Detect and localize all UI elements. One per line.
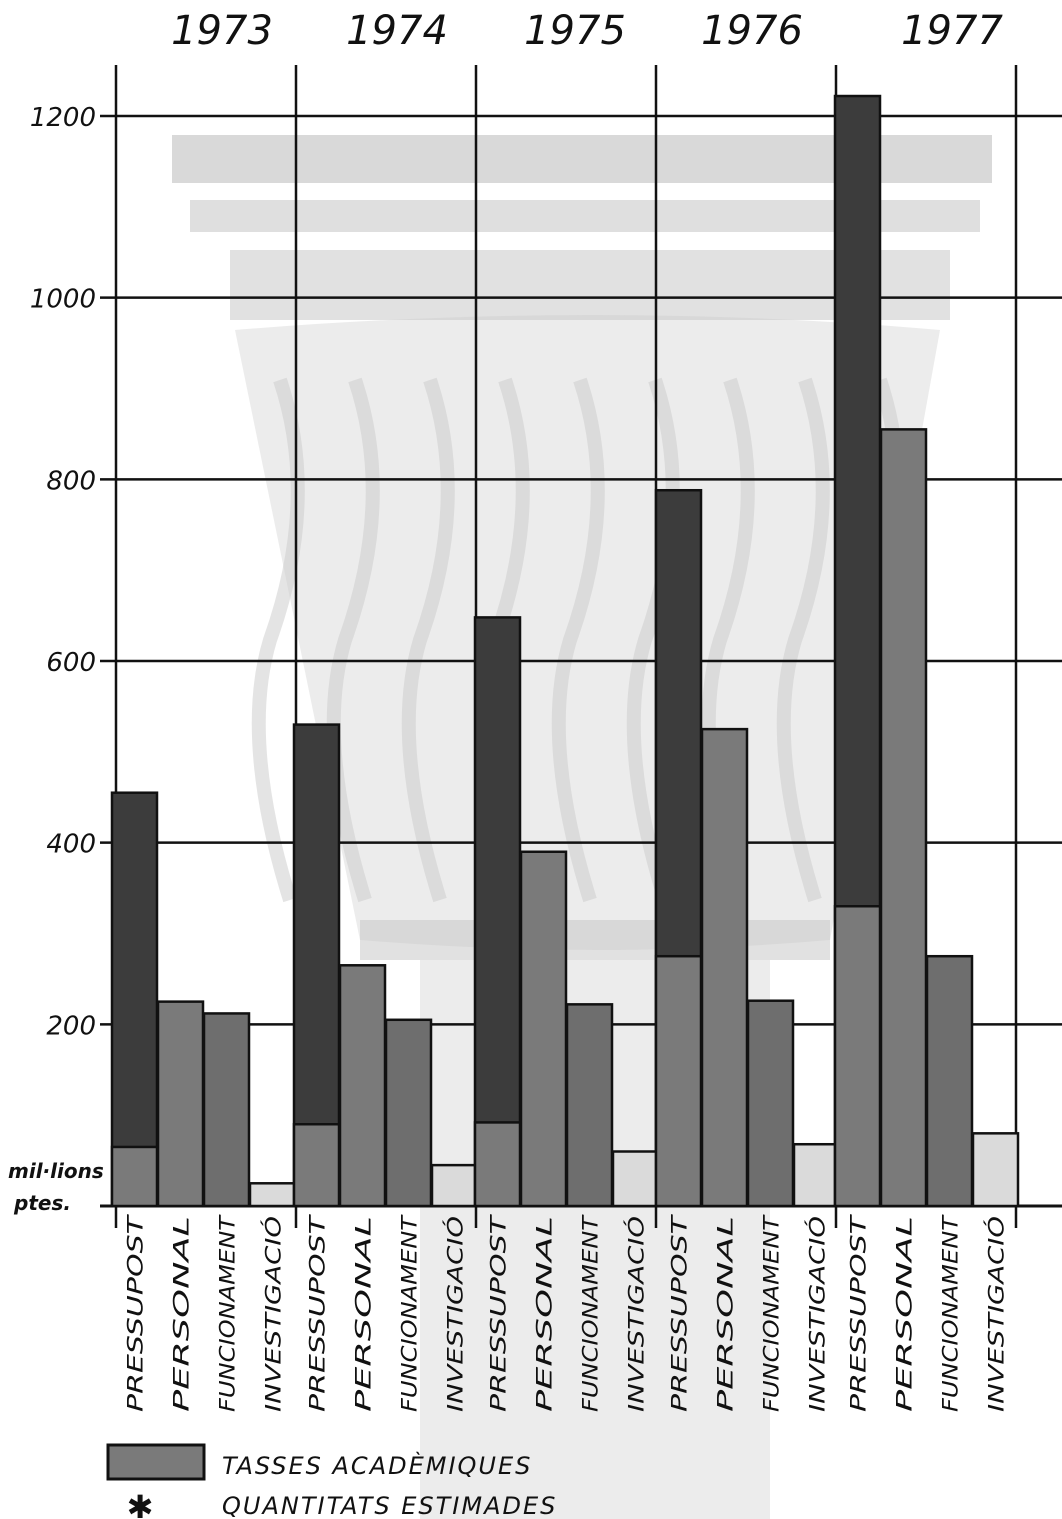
year-label-1977: 1977 bbox=[901, 8, 1003, 54]
category-label-personal-1977: PERSONAL bbox=[893, 1216, 917, 1412]
bar-segment-tasses-1977 bbox=[833, 905, 882, 1208]
category-label-funcionament-1975: FUNCIONAMENT bbox=[579, 1214, 603, 1412]
legend-swatch-tasses bbox=[106, 1443, 206, 1481]
y-tick-labels: 200 400 600 800 1000 1200 bbox=[30, 103, 96, 1041]
y-tick-label-200: 200 bbox=[46, 1011, 96, 1041]
category-label-pressupost-1974: PRESSUPOST bbox=[306, 1213, 330, 1412]
bar-personal-1976 bbox=[700, 727, 749, 1208]
bar-personal-1975 bbox=[519, 850, 568, 1208]
bar-segment-tasses-1975 bbox=[473, 1121, 522, 1208]
bar-segment-tasses-1973 bbox=[110, 1145, 159, 1208]
bar-investigaci-1976 bbox=[792, 1142, 841, 1208]
bar-investigaci-1973 bbox=[248, 1182, 297, 1208]
category-label-personal-1976: PERSONAL bbox=[714, 1216, 738, 1412]
category-label-funcionament-1976: FUNCIONAMENT bbox=[760, 1214, 784, 1412]
category-label-personal-1973: PERSONAL bbox=[170, 1216, 194, 1412]
watermark-leaf-stroke bbox=[401, 377, 455, 903]
legend-label-tasses: TASSES ACADÈMIQUES bbox=[222, 1451, 532, 1480]
category-label-investigaci-1976: INVESTIGACIÓ bbox=[805, 1216, 830, 1412]
y-tick-label-400: 400 bbox=[46, 830, 96, 860]
watermark-abacus-lower bbox=[230, 250, 950, 320]
watermark-leaf-stroke bbox=[326, 377, 380, 903]
category-label-investigaci-1973: INVESTIGACIÓ bbox=[261, 1216, 286, 1412]
category-label-funcionament-1973: FUNCIONAMENT bbox=[216, 1214, 240, 1412]
chart-legend: TASSES ACADÈMIQUES ✱ QUANTITATS ESTIMADES bbox=[106, 1443, 557, 1519]
bar-segment-tasses-1974 bbox=[292, 1123, 341, 1208]
year-label-1976: 1976 bbox=[701, 8, 803, 54]
bar-investigaci-1977 bbox=[971, 1132, 1020, 1208]
category-label-pressupost-1975: PRESSUPOST bbox=[487, 1213, 511, 1412]
year-label-1975: 1975 bbox=[524, 8, 626, 54]
bar-segment-tasses-1976 bbox=[654, 954, 703, 1208]
year-label-1973: 1973 bbox=[171, 8, 273, 54]
y-tick-label-800: 800 bbox=[46, 466, 96, 496]
category-label-pressupost-1973: PRESSUPOST bbox=[124, 1213, 148, 1412]
bar-funcionament-1977 bbox=[925, 954, 974, 1208]
category-label-investigaci-1977: INVESTIGACIÓ bbox=[984, 1216, 1009, 1412]
year-labels: 1973 1974 1975 1976 1977 bbox=[171, 8, 1003, 54]
watermark-astragal bbox=[360, 920, 830, 960]
bar-personal-1973 bbox=[156, 1000, 205, 1208]
chart-bars bbox=[110, 94, 1020, 1208]
category-label-investigaci-1974: INVESTIGACIÓ bbox=[443, 1216, 468, 1412]
bar-pressupost-1973 bbox=[110, 791, 159, 1208]
legend-asterisk-icon: ✱ bbox=[127, 1488, 154, 1519]
category-label-personal-1974: PERSONAL bbox=[352, 1216, 376, 1412]
watermark-leaf-stroke bbox=[551, 377, 605, 903]
bar-funcionament-1976 bbox=[746, 999, 795, 1208]
category-label-pressupost-1977: PRESSUPOST bbox=[847, 1213, 871, 1412]
category-labels: PRESSUPOST PERSONAL FUNCIONAMENT INVESTIGAC… bbox=[124, 1213, 1009, 1412]
category-label-investigaci-1975: INVESTIGACIÓ bbox=[624, 1216, 649, 1412]
y-tick-label-600: 600 bbox=[46, 648, 96, 678]
bar-pressupost-1975 bbox=[473, 616, 522, 1208]
y-axis-unit-label-line1: mil·lions bbox=[8, 1159, 104, 1183]
bar-funcionament-1973 bbox=[202, 1012, 251, 1208]
watermark-leaf-stroke bbox=[776, 377, 830, 903]
bar-investigaci-1974 bbox=[430, 1163, 479, 1208]
category-label-personal-1975: PERSONAL bbox=[533, 1216, 557, 1412]
legend-label-estimades: QUANTITATS ESTIMADES bbox=[222, 1492, 557, 1519]
y-tick-label-1200: 1200 bbox=[30, 103, 96, 133]
bar-personal-1974 bbox=[338, 964, 387, 1208]
bar-funcionament-1975 bbox=[565, 1003, 614, 1208]
category-label-funcionament-1977: FUNCIONAMENT bbox=[939, 1214, 963, 1412]
watermark-leaf-stroke bbox=[626, 377, 680, 903]
bar-funcionament-1974 bbox=[384, 1018, 433, 1208]
bar-personal-1977 bbox=[879, 428, 928, 1208]
year-label-1974: 1974 bbox=[346, 8, 448, 54]
category-label-funcionament-1974: FUNCIONAMENT bbox=[398, 1214, 422, 1412]
y-tick-label-1000: 1000 bbox=[30, 285, 96, 315]
y-axis-unit-label-line2: ptes. bbox=[13, 1191, 71, 1215]
bar-investigaci-1975 bbox=[611, 1150, 660, 1208]
category-label-pressupost-1976: PRESSUPOST bbox=[668, 1213, 692, 1412]
